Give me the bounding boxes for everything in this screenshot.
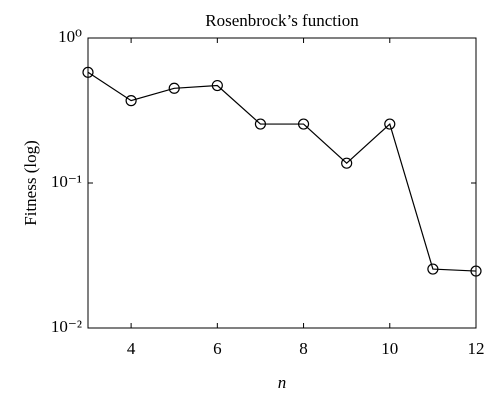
plot-frame xyxy=(87,37,477,329)
data-point xyxy=(254,118,267,130)
data-point xyxy=(125,95,137,107)
data-point xyxy=(297,118,310,130)
x-axis-label: n xyxy=(278,373,287,392)
y-tick-label: 10⁻¹ xyxy=(51,172,82,191)
data-point xyxy=(427,263,439,275)
data-point xyxy=(168,82,180,94)
series-line xyxy=(87,71,477,272)
x-tick-label: 6 xyxy=(213,339,222,358)
x-tick-label: 4 xyxy=(127,339,136,358)
data-point xyxy=(211,79,223,92)
y-tick-label: 10⁰ xyxy=(58,27,82,46)
data-point xyxy=(470,265,482,277)
x-tick-label: 10 xyxy=(381,339,398,358)
data-point xyxy=(82,66,94,78)
chart-title: Rosenbrock’s function xyxy=(205,11,359,30)
data-point xyxy=(341,157,353,169)
x-tick-label: 8 xyxy=(299,339,308,358)
y-axis-label: Fitness (log) xyxy=(21,140,40,225)
y-tick-label: 10⁻² xyxy=(51,317,82,336)
x-tick-label: 12 xyxy=(468,339,485,358)
data-point xyxy=(384,118,396,130)
